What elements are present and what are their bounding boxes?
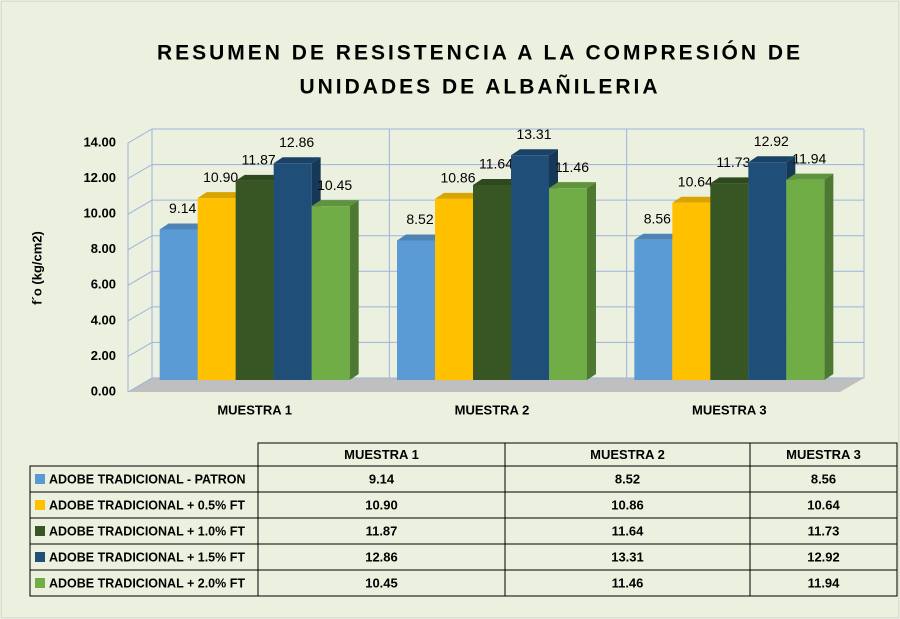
table-cell xyxy=(749,569,898,597)
x-tick-label: MUESTRA 3 xyxy=(692,402,767,417)
data-label: 11.94 xyxy=(792,150,826,166)
y-tick-label: 4.00 xyxy=(91,312,116,327)
y-tick-label: 8.00 xyxy=(91,241,116,256)
data-label: 11.46 xyxy=(555,159,589,175)
bar-front xyxy=(672,202,711,380)
legend-key xyxy=(35,578,45,588)
table-value: 12.92 xyxy=(807,549,840,564)
bar-top xyxy=(511,149,558,156)
bar-top xyxy=(197,192,245,199)
bar-top xyxy=(786,173,834,180)
table-value: 10.90 xyxy=(365,497,398,512)
bar-front xyxy=(435,198,473,380)
y-tick-label: 12.00 xyxy=(83,170,116,185)
bar-front xyxy=(748,162,787,380)
table-value: 11.46 xyxy=(612,575,644,590)
data-label: 10.45 xyxy=(317,177,352,193)
data-label: 13.31 xyxy=(516,126,551,142)
y-tick-label: 10.00 xyxy=(83,206,116,221)
table-value: 11.87 xyxy=(366,523,398,538)
bar-top xyxy=(159,223,207,230)
table-header: MUESTRA 2 xyxy=(590,447,665,462)
legend-key xyxy=(35,526,45,536)
table-value: 10.86 xyxy=(611,497,644,512)
bar xyxy=(786,173,834,380)
bar-top xyxy=(311,200,359,207)
bar xyxy=(549,182,596,380)
chart-title: RESUMEN DE RESISTENCIA A LA COMPRESIÓN D… xyxy=(157,41,803,65)
bar-front xyxy=(273,163,312,380)
bar-front xyxy=(235,180,274,380)
table-header: MUESTRA 1 xyxy=(344,447,419,462)
legend-key xyxy=(35,500,45,510)
table-value: 11.73 xyxy=(808,523,840,538)
data-label: 8.52 xyxy=(406,211,433,227)
bar-top xyxy=(748,156,796,163)
bar-front xyxy=(511,155,549,380)
bar-front xyxy=(634,239,673,380)
bar-top xyxy=(549,182,596,189)
bar-front xyxy=(786,179,825,380)
legend-label: ADOBE TRADICIONAL + 1.5% FT xyxy=(49,550,245,564)
x-tick-label: MUESTRA 1 xyxy=(217,402,292,417)
legend-label: ADOBE TRADICIONAL + 1.0% FT xyxy=(49,524,245,538)
bar-front xyxy=(197,198,236,380)
bar-top xyxy=(672,196,720,203)
data-label: 11.64 xyxy=(479,156,513,172)
data-label: 11.73 xyxy=(716,154,750,170)
bar-front xyxy=(397,240,435,380)
x-tick-label: MUESTRA 2 xyxy=(455,402,530,417)
data-label: 11.87 xyxy=(242,152,276,168)
legend-label: ADOBE TRADICIONAL - PATRON xyxy=(49,472,246,486)
table-value: 10.45 xyxy=(365,575,398,590)
table-value: 12.86 xyxy=(365,549,398,564)
y-tick-label: 2.00 xyxy=(91,348,116,363)
bar-side xyxy=(587,182,596,380)
y-tick-label: 14.00 xyxy=(83,134,116,149)
legend-label: ADOBE TRADICIONAL + 0.5% FT xyxy=(49,498,245,512)
bar xyxy=(311,200,359,380)
legend-label: ADOBE TRADICIONAL + 2.0% FT xyxy=(49,576,245,590)
bar-front xyxy=(549,188,587,380)
data-label: 10.64 xyxy=(678,173,713,189)
bar-front xyxy=(710,183,749,380)
table-value: 13.31 xyxy=(611,549,644,564)
data-label: 9.14 xyxy=(169,200,196,216)
table-header: MUESTRA 3 xyxy=(786,447,861,462)
bar-top xyxy=(473,178,520,185)
bar-top xyxy=(435,192,482,199)
table-value: 10.64 xyxy=(807,497,840,512)
legend-key xyxy=(35,552,45,562)
y-axis-label: f´o (kg/cm2) xyxy=(29,231,44,305)
bar-front xyxy=(159,229,198,380)
floor xyxy=(128,378,864,392)
bar-side xyxy=(824,173,834,380)
legend-key xyxy=(35,474,45,484)
y-tick-label: 0.00 xyxy=(91,383,116,398)
bar-front xyxy=(473,184,511,380)
bar-top xyxy=(634,233,682,240)
data-label: 12.92 xyxy=(754,133,789,149)
data-label: 8.56 xyxy=(644,210,671,226)
bar-top xyxy=(235,174,283,181)
data-label: 12.86 xyxy=(279,134,314,150)
data-label: 10.90 xyxy=(203,169,238,185)
bar-top xyxy=(273,157,321,164)
bar-front xyxy=(311,206,350,380)
y-tick-label: 6.00 xyxy=(91,277,116,292)
table-value: 11.64 xyxy=(612,523,645,538)
bar-top xyxy=(710,177,758,184)
table-value: 8.56 xyxy=(811,471,836,486)
bar-top xyxy=(397,234,444,241)
table-value: 11.94 xyxy=(808,575,841,590)
chart-title: UNIDADES DE ALBAÑILERIA xyxy=(299,76,660,99)
table-value: 8.52 xyxy=(615,471,640,486)
data-label: 10.86 xyxy=(440,170,475,186)
table-value: 9.14 xyxy=(369,471,395,486)
bar-side xyxy=(349,200,359,380)
